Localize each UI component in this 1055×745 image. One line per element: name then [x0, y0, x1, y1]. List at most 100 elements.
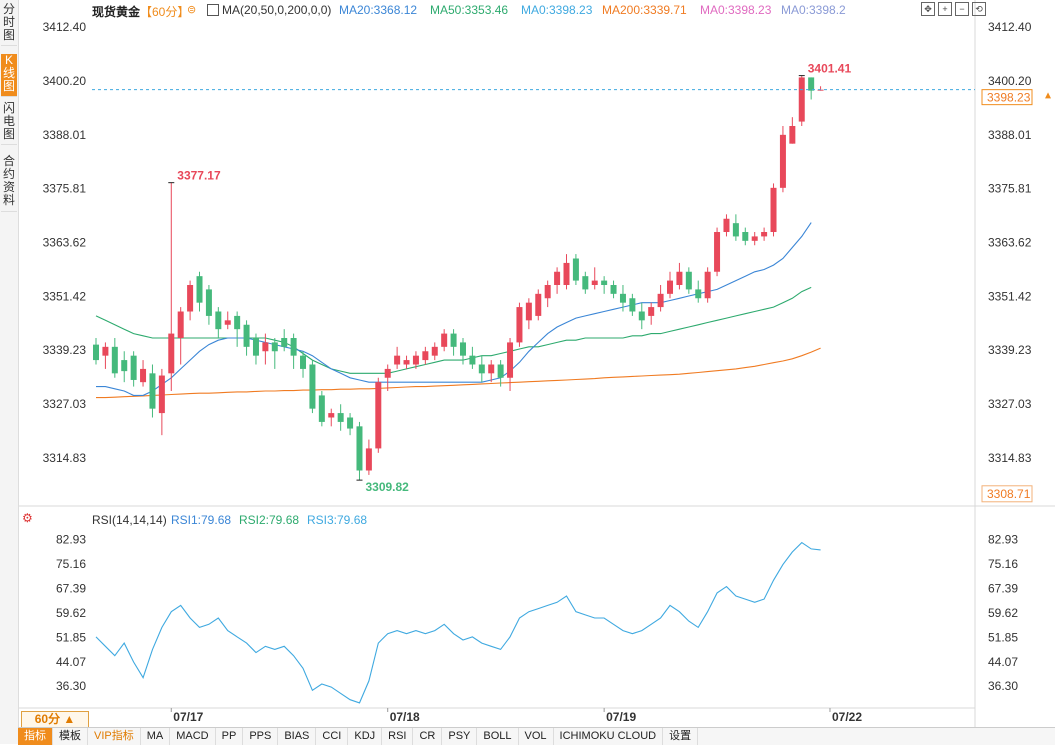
tab-boll[interactable]: BOLL: [477, 728, 519, 745]
price-tick-right: 3351.42: [988, 289, 1032, 303]
ma0-value-c: MA0:3398.2: [781, 3, 846, 17]
candle-body: [648, 307, 655, 316]
reset-icon[interactable]: ⟲: [972, 2, 986, 16]
zoom-out-icon[interactable]: −: [955, 2, 969, 16]
rsi-tick-right: 67.39: [988, 581, 1018, 595]
candle-body: [309, 364, 316, 409]
tab-settings[interactable]: 设置: [663, 728, 699, 745]
candle-body: [356, 426, 363, 471]
price-tick-right: 3375.81: [988, 182, 1032, 196]
rsi-tick-left: 67.39: [56, 581, 86, 595]
candle-body: [149, 373, 156, 409]
candle-body: [243, 324, 250, 347]
candle-body: [328, 413, 335, 418]
candle-body: [601, 280, 608, 285]
candle-body: [234, 315, 241, 330]
rsi-settings-icon[interactable]: ⚙: [22, 511, 33, 525]
tab-macd[interactable]: MACD: [170, 728, 216, 745]
candle-body: [196, 276, 203, 303]
rsi-tick-left: 82.93: [56, 533, 86, 547]
candle-body: [365, 448, 372, 471]
candle-body: [488, 364, 495, 374]
tab-timeshare[interactable]: 分时图: [1, 3, 17, 46]
tab-bias[interactable]: BIAS: [278, 728, 317, 745]
ma20-line: [96, 222, 812, 396]
candle-body: [93, 344, 99, 361]
tab-flash-chart[interactable]: 闪电图: [1, 102, 17, 145]
rsi-title: RSI(14,14,14): [92, 513, 167, 527]
tab-ma[interactable]: MA: [141, 728, 171, 745]
candle-body: [384, 368, 391, 378]
candle-body: [676, 271, 683, 285]
candle-body: [695, 289, 702, 299]
price-tick-right: 3339.23: [988, 343, 1032, 357]
price-tick-left: 3400.20: [43, 74, 87, 88]
zoom-in-icon[interactable]: +: [938, 2, 952, 16]
tab-templates[interactable]: 模板: [53, 728, 88, 745]
price-tick-left: 3351.42: [43, 289, 87, 303]
candle-body: [412, 355, 419, 365]
tab-cr[interactable]: CR: [413, 728, 443, 745]
candle-body: [704, 271, 711, 299]
candle-body: [441, 333, 448, 347]
chart-canvas[interactable]: 3412.40 3412.40 3400.20 3400.20 3388.01 3388.…: [0, 0, 1055, 727]
candle-body: [121, 360, 128, 372]
rsi-tick-right: 36.30: [988, 679, 1018, 693]
price-tick-right: 3314.83: [988, 451, 1032, 465]
candle-body: [375, 382, 382, 449]
candle-body: [619, 293, 626, 303]
tab-kdj[interactable]: KDJ: [348, 728, 383, 745]
settings-icon[interactable]: ⊜: [187, 4, 197, 16]
tab-cci[interactable]: CCI: [316, 728, 349, 745]
candle-body: [535, 293, 542, 316]
period-select-button[interactable]: 60分 ▲: [21, 711, 89, 728]
ma20-value: MA20:3368.12: [339, 3, 418, 17]
rsi-tick-left: 75.16: [56, 557, 86, 571]
tab-vol[interactable]: VOL: [519, 728, 554, 745]
left-tab-bar: 分时图 K线图 闪电图 合约资料: [0, 0, 19, 744]
candle-body: [572, 258, 579, 281]
candle-body: [300, 355, 307, 369]
candle-body: [770, 187, 777, 232]
candle-body: [281, 338, 288, 347]
tab-psy[interactable]: PSY: [442, 728, 478, 745]
candle-body: [215, 311, 222, 330]
candle-body: [798, 77, 805, 122]
rsi-tick-left: 44.07: [56, 655, 86, 669]
tab-rsi[interactable]: RSI: [382, 728, 414, 745]
candle-body: [779, 134, 786, 188]
price-tick-left: 3363.62: [43, 236, 87, 250]
time-axis-label: 07/18: [390, 710, 420, 724]
tab-contract-info[interactable]: 合约资料: [1, 155, 17, 212]
rsi-tick-right: 59.62: [988, 606, 1018, 620]
candle-body: [431, 346, 438, 356]
chart-toolbar: ✥ + − ⟲: [921, 2, 986, 16]
candle-body: [507, 342, 514, 378]
tab-pp[interactable]: PP: [216, 728, 244, 745]
tab-pps[interactable]: PPS: [243, 728, 279, 745]
tab-kline[interactable]: K线图: [1, 54, 17, 97]
candle-body: [252, 338, 259, 356]
candle-body: [318, 395, 325, 422]
tab-vip-indicators[interactable]: VIP指标: [88, 728, 141, 745]
candle-body: [667, 280, 674, 294]
candle-body: [347, 417, 354, 429]
low-price-label: 3308.71: [987, 487, 1031, 501]
price-tick-right: 3388.01: [988, 128, 1032, 142]
candle-body: [544, 285, 551, 299]
ma50-line: [95, 286, 812, 374]
candle-body: [469, 355, 476, 365]
tab-ichimoku-cloud[interactable]: ICHIMOKU CLOUD: [554, 728, 664, 745]
move-icon[interactable]: ✥: [921, 2, 935, 16]
candle-body: [158, 375, 165, 414]
extreme-price-label: 3309.82: [365, 480, 409, 494]
current-price-label: 3398.23: [987, 91, 1031, 105]
candle-body: [271, 342, 278, 352]
rsi-tick-right: 51.85: [988, 630, 1018, 644]
candle-body: [102, 346, 109, 356]
price-tick-left: 3339.23: [43, 343, 87, 357]
ma-toggle-icon[interactable]: [207, 4, 219, 16]
low-price-box: [981, 485, 1033, 503]
price-tick-left: 3314.83: [43, 451, 87, 465]
tab-indicators[interactable]: 指标: [18, 728, 53, 745]
